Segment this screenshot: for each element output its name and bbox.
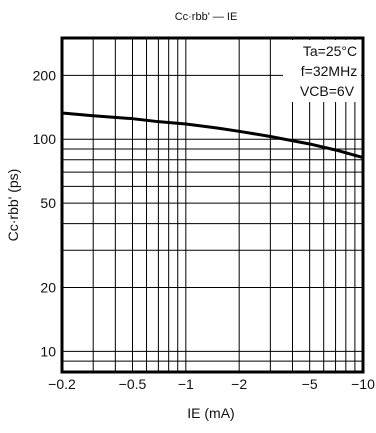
legend-box xyxy=(283,40,361,102)
grid xyxy=(61,37,364,373)
legend: Ta=25°C f=32MHz VCB=6V xyxy=(283,40,361,102)
chart-title: Cc·rbb' — IE xyxy=(175,11,238,23)
x-tick-label: −10 xyxy=(351,376,375,392)
legend-freq: f=32MHz xyxy=(301,63,357,79)
series-group xyxy=(60,111,365,160)
y-tick-labels: 10 20 50 100 200 xyxy=(33,67,57,359)
x-tick-label: −1 xyxy=(178,376,194,392)
y-axis-label: Cc·rbb' (ps) xyxy=(5,169,21,242)
y-tick-label: 200 xyxy=(33,67,57,83)
y-tick-label: 20 xyxy=(40,280,56,296)
x-axis-label: IE (mA) xyxy=(187,405,234,421)
y-tick-label: 10 xyxy=(40,343,56,359)
x-tick-label: −2 xyxy=(231,376,247,392)
y-tick-label: 50 xyxy=(40,195,56,211)
series-line xyxy=(60,111,365,160)
legend-vcb: VCB=6V xyxy=(300,83,355,99)
x-tick-label: −5 xyxy=(302,376,318,392)
legend-ta: Ta=25°C xyxy=(303,43,357,59)
x-tick-label: −0.5 xyxy=(119,376,147,392)
x-tick-label: −0.2 xyxy=(48,376,76,392)
plot-frame xyxy=(60,36,365,374)
x-tick-labels: −0.2 −0.5 −1 −2 −5 −10 xyxy=(48,376,375,392)
y-tick-label: 100 xyxy=(33,131,57,147)
